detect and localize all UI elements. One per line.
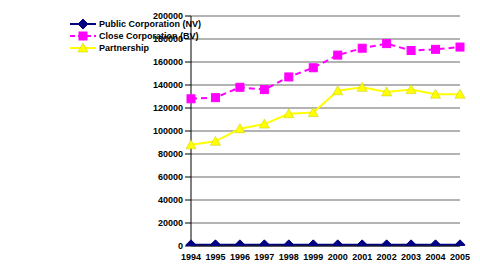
svg-text:2005: 2005 — [450, 252, 470, 262]
svg-text:2000: 2000 — [328, 252, 348, 262]
svg-text:2002: 2002 — [377, 252, 397, 262]
svg-text:2004: 2004 — [426, 252, 446, 262]
svg-text:40000: 40000 — [158, 195, 183, 205]
svg-text:80000: 80000 — [158, 149, 183, 159]
svg-text:1999: 1999 — [303, 252, 323, 262]
svg-text:1995: 1995 — [205, 252, 225, 262]
svg-text:0: 0 — [178, 241, 183, 251]
svg-text:1994: 1994 — [181, 252, 201, 262]
svg-text:1998: 1998 — [279, 252, 299, 262]
svg-text:60000: 60000 — [158, 172, 183, 182]
svg-text:120000: 120000 — [153, 103, 183, 113]
svg-text:1996: 1996 — [230, 252, 250, 262]
svg-text:2001: 2001 — [352, 252, 372, 262]
svg-text:180000: 180000 — [153, 34, 183, 44]
svg-text:20000: 20000 — [158, 218, 183, 228]
svg-text:140000: 140000 — [153, 80, 183, 90]
svg-text:2003: 2003 — [401, 252, 421, 262]
svg-text:160000: 160000 — [153, 57, 183, 67]
svg-text:200000: 200000 — [153, 11, 183, 21]
svg-text:100000: 100000 — [153, 126, 183, 136]
svg-text:1997: 1997 — [254, 252, 274, 262]
